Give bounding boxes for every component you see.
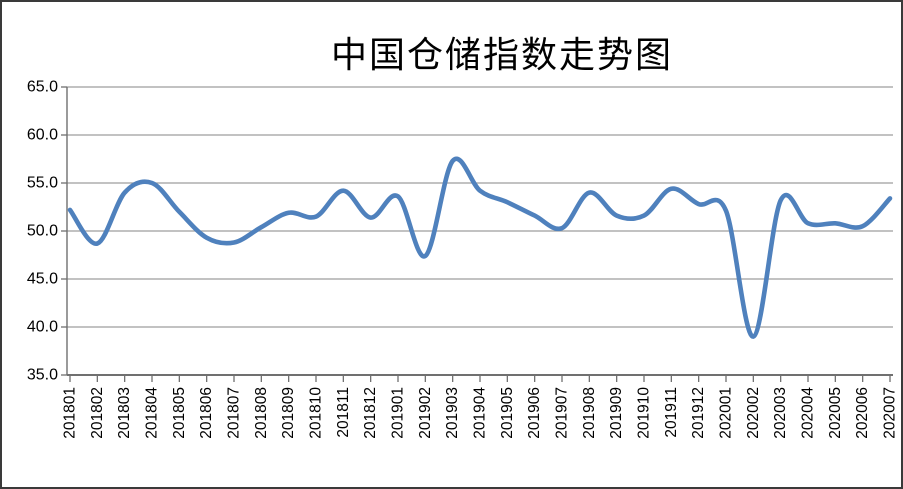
x-tick-label: 201905	[499, 387, 516, 439]
x-tick-label: 201903	[444, 387, 461, 439]
x-tick-label: 202005	[827, 387, 844, 439]
x-tick-label: 201908	[581, 387, 598, 439]
x-tick-label: 201906	[526, 387, 543, 439]
y-tick-label: 55.0	[27, 175, 58, 192]
x-tick-label: 202003	[772, 387, 789, 439]
y-tick-label: 40.0	[27, 319, 58, 336]
x-tick-label: 201808	[253, 387, 270, 439]
x-tick-label: 201911	[663, 387, 680, 438]
warehousing-index-series-line	[67, 156, 893, 339]
y-tick-label: 45.0	[27, 271, 58, 288]
x-tick-label: 201801	[62, 387, 79, 439]
x-tick-label: 201807	[226, 387, 243, 439]
x-tick-label: 201901	[390, 387, 407, 439]
x-tick-label: 202007	[882, 387, 899, 439]
x-tick-label: 201803	[116, 387, 133, 439]
x-tick-label: 201912	[690, 387, 707, 439]
x-tick-label: 202006	[854, 387, 871, 439]
x-tick-label: 201809	[280, 387, 297, 439]
x-tick-label: 201910	[636, 387, 653, 439]
x-tick-label: 202001	[718, 387, 735, 439]
x-tick-label: 201802	[89, 387, 106, 439]
x-tick-label: 201804	[144, 387, 161, 439]
x-tick-label: 201904	[472, 387, 489, 439]
x-tick-label: 202002	[745, 387, 762, 439]
x-tick-label: 201902	[417, 387, 434, 439]
x-tick-label: 202004	[800, 387, 817, 439]
y-tick-label: 50.0	[27, 223, 58, 240]
x-tick-label: 201909	[608, 387, 625, 439]
x-tick-label: 201805	[171, 387, 188, 439]
y-tick-label: 60.0	[27, 127, 58, 144]
x-tick-label: 201810	[308, 387, 325, 439]
chart-title: 中国仓储指数走势图	[330, 35, 674, 76]
x-tick-label: 201806	[198, 387, 215, 439]
x-tick-label: 201811	[335, 387, 352, 438]
y-tick-label: 35.0	[27, 367, 58, 384]
x-tick-label: 201907	[554, 387, 571, 439]
x-tick-label: 201812	[362, 387, 379, 439]
y-tick-label: 65.0	[27, 79, 58, 96]
